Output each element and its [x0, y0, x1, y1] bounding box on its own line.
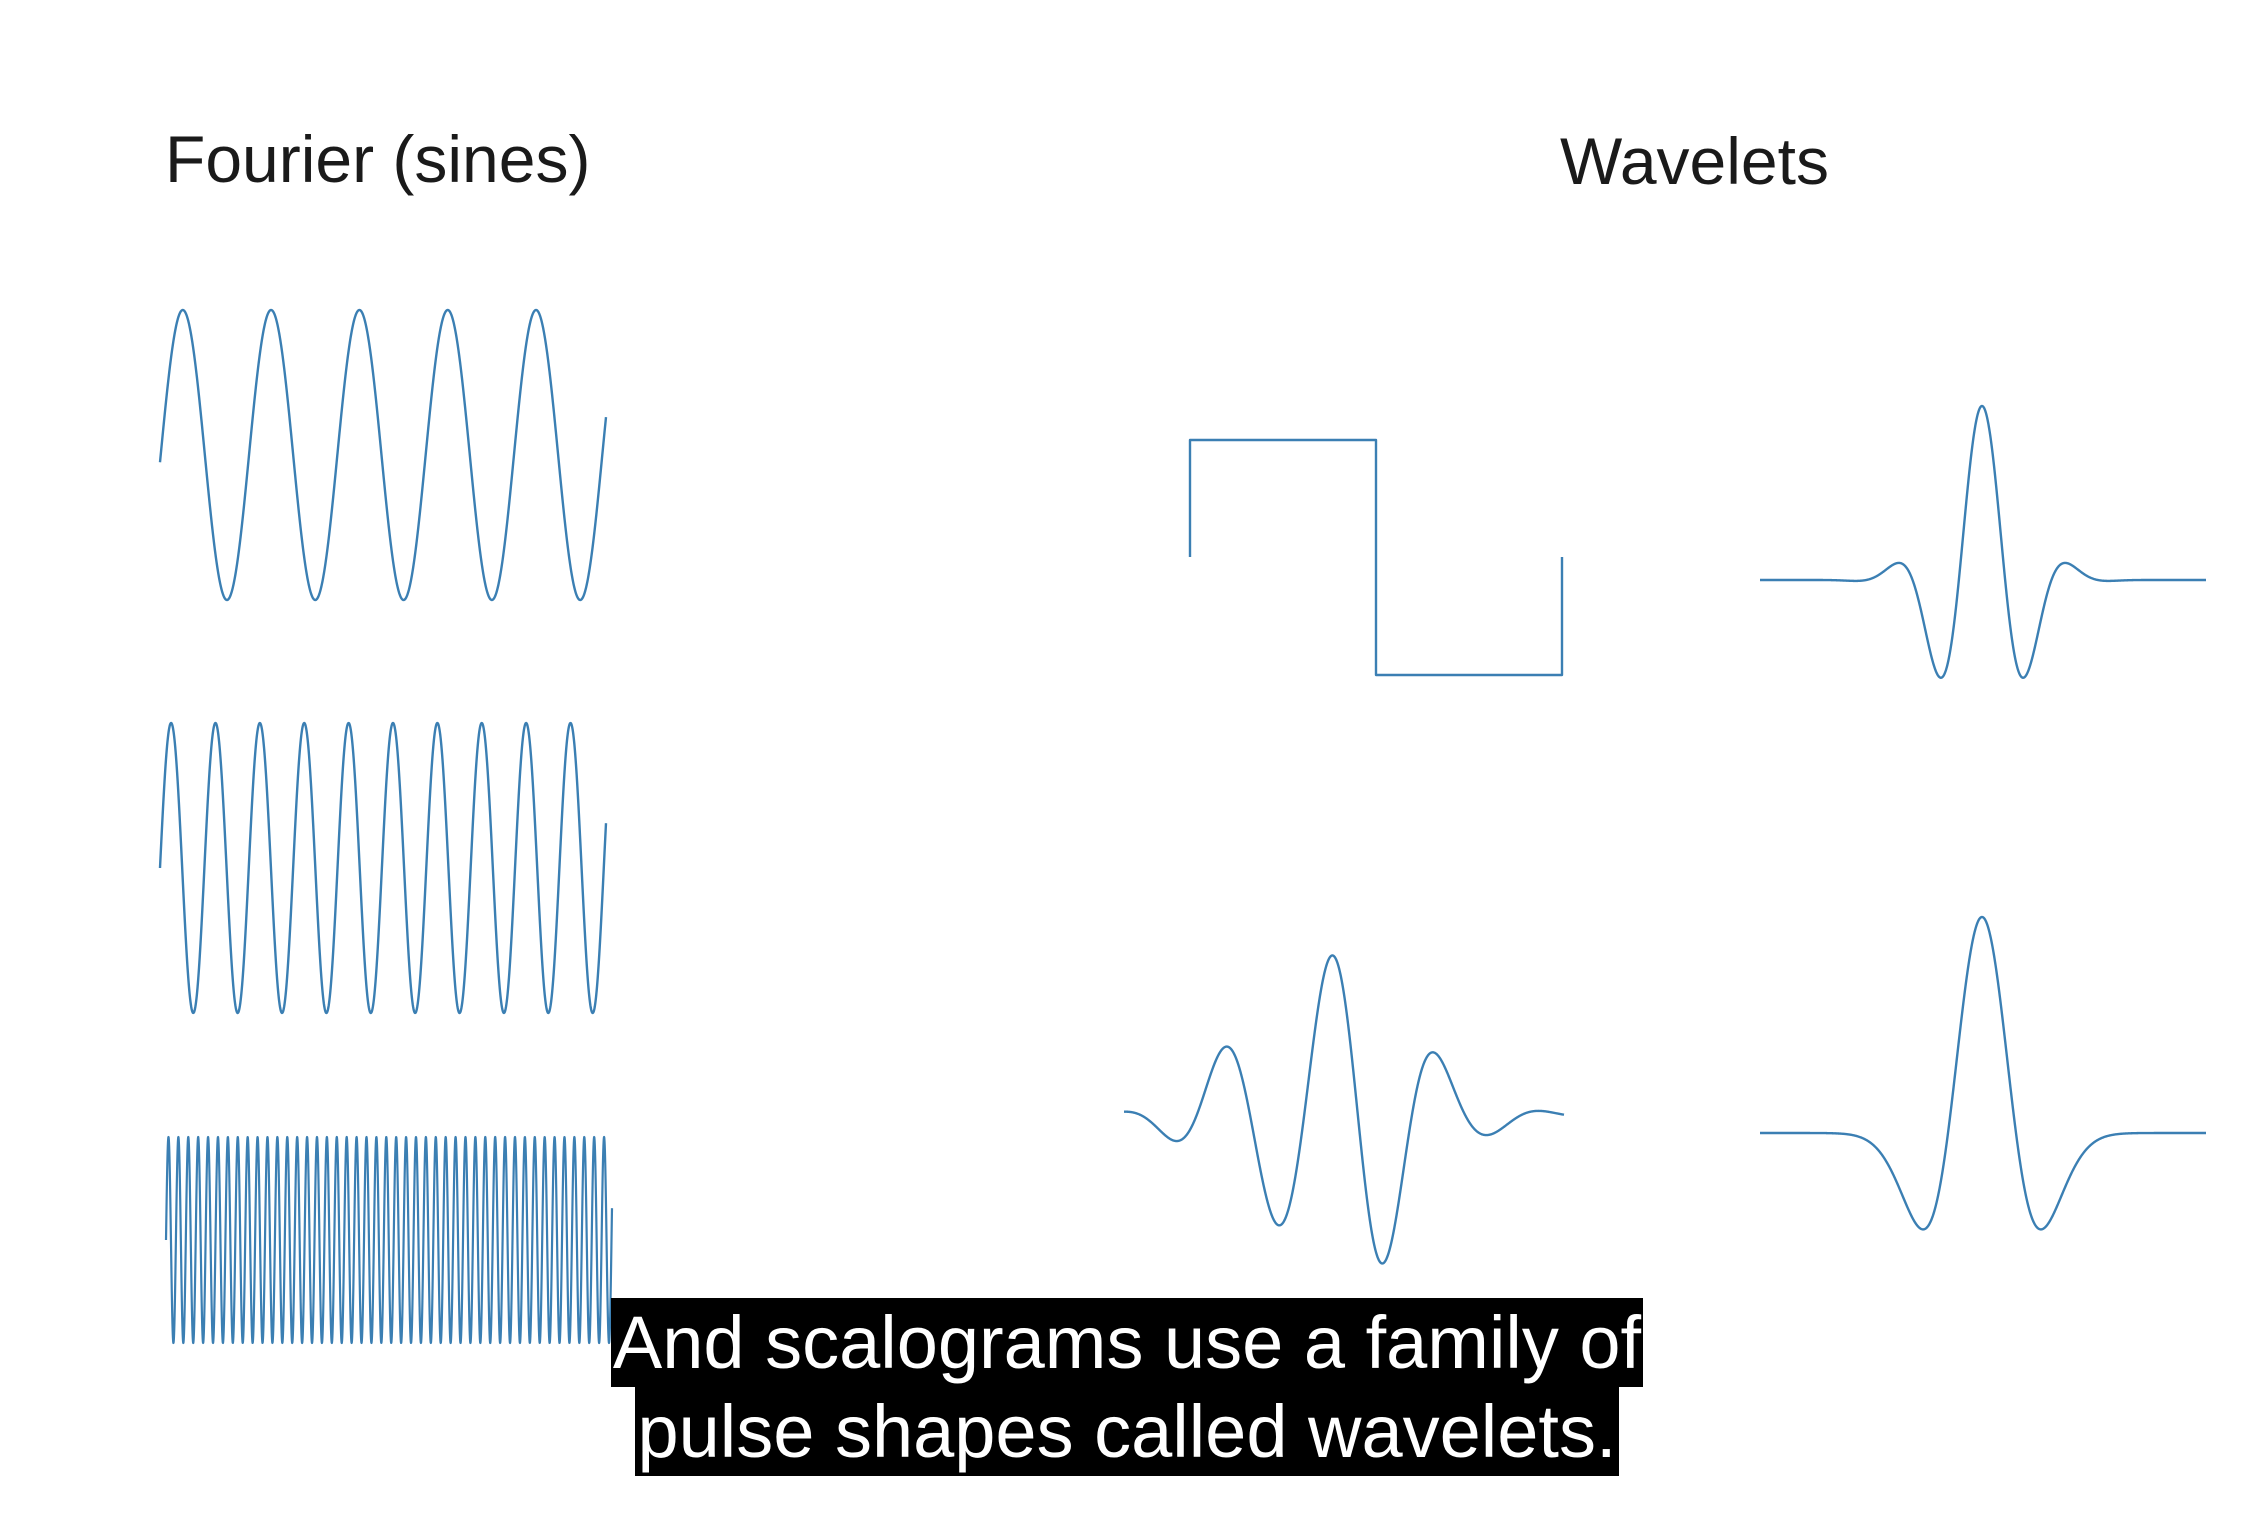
haar-wavelet: [1188, 438, 1564, 677]
caption-line-2: pulse shapes called wavelets.: [635, 1387, 1619, 1476]
subtitle-caption: And scalograms use a family of pulse sha…: [0, 1298, 2254, 1476]
sine-wave-high-frequency: [164, 1135, 614, 1345]
fourier-heading: Fourier (sines): [165, 122, 591, 196]
morlet-wavelet: [1759, 404, 2207, 679]
sine-wave-low-frequency: [158, 308, 608, 602]
mexican-hat-wavelet: [1759, 915, 2207, 1231]
caption-line-1: And scalograms use a family of: [610, 1298, 1644, 1387]
sine-wave-medium-frequency: [158, 721, 608, 1015]
daubechies-wavelet: [1123, 954, 1565, 1265]
wavelets-heading: Wavelets: [1560, 124, 1829, 198]
